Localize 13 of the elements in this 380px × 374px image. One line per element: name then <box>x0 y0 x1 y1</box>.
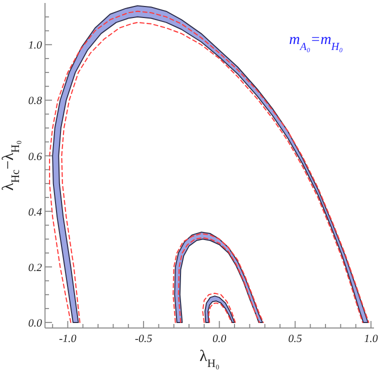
y-tick-label: 1.0 <box>28 40 42 52</box>
x-axis-title: λ$_{H₀}$ <box>199 348 220 370</box>
annotation: m$_{A₀}$=m$_{H₀}$ <box>289 32 344 53</box>
x-tick-label: 1.0 <box>364 333 378 345</box>
y-tick-label: 0.2 <box>28 262 42 274</box>
y-tick-label: 0.8 <box>28 95 42 108</box>
x-tick-label: 0.0 <box>212 333 227 345</box>
x-tick-label: -0.5 <box>134 333 153 345</box>
y-tick-label: 0.0 <box>28 317 42 330</box>
y-tick-label: 0.6 <box>28 150 42 163</box>
x-tick-label: -1.0 <box>59 333 77 345</box>
y-tick-label: 0.4 <box>28 206 42 218</box>
x-tick-label: 0.5 <box>288 333 303 345</box>
